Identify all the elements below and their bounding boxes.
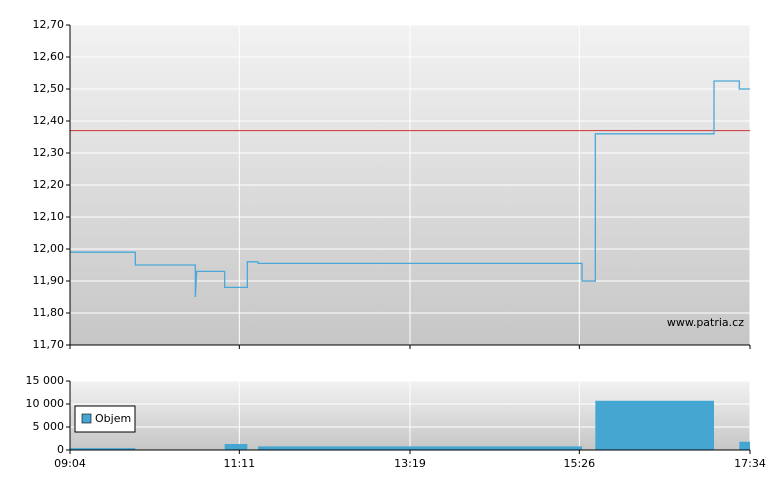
x-tick-label: 13:19 [394, 457, 426, 470]
x-tick-label: 09:04 [54, 457, 86, 470]
y-tick-label: 5 000 [33, 420, 65, 433]
legend-swatch [81, 413, 92, 424]
legend-label: Objem [95, 412, 131, 425]
y-tick-label: 12,40 [33, 114, 65, 127]
watermark: www.patria.cz [667, 316, 744, 329]
y-tick-label: 15 000 [26, 374, 65, 387]
y-tick-label: 12,50 [33, 82, 65, 95]
y-tick-label: 11,70 [33, 338, 65, 351]
y-tick-label: 12,30 [33, 146, 65, 159]
y-tick-label: 10 000 [26, 397, 65, 410]
y-tick-label: 12,20 [33, 178, 65, 191]
x-tick-label: 17:34 [734, 457, 766, 470]
price-line [70, 80, 750, 298]
y-tick-label: 12,70 [33, 18, 65, 31]
x-tick-label: 15:26 [563, 457, 595, 470]
y-tick-label: 11,90 [33, 274, 65, 287]
y-tick-label: 12,10 [33, 210, 65, 223]
y-tick-label: 11,80 [33, 306, 65, 319]
volume-area [70, 400, 750, 450]
y-tick-label: 12,60 [33, 50, 65, 63]
y-tick-label: 12,00 [33, 242, 65, 255]
y-tick-label: 0 [57, 443, 64, 456]
x-tick-label: 11:11 [223, 457, 255, 470]
